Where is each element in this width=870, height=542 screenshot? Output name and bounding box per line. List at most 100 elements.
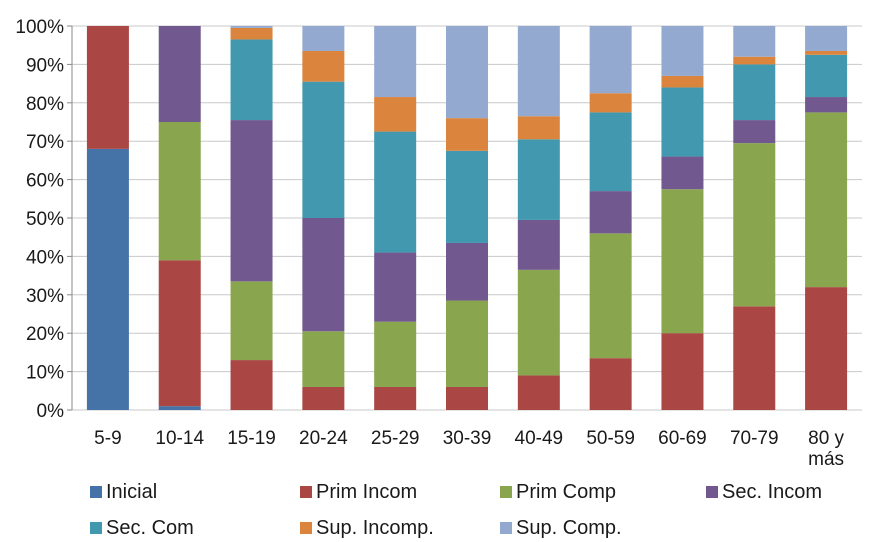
bar-segment bbox=[805, 26, 848, 51]
bar-segment bbox=[517, 219, 560, 270]
bar-segment bbox=[805, 97, 848, 113]
bar-segment bbox=[661, 156, 704, 190]
bar-segment bbox=[302, 331, 345, 387]
y-tick-label: 60% bbox=[26, 171, 64, 192]
bar-segment bbox=[805, 54, 848, 98]
bar-segment bbox=[589, 233, 632, 359]
bar-segment bbox=[86, 26, 129, 149]
bar-segment bbox=[374, 26, 417, 98]
bar-segment bbox=[158, 122, 201, 261]
bar-segment bbox=[158, 260, 201, 407]
bar-segment bbox=[446, 300, 488, 387]
bar-segment bbox=[805, 287, 848, 410]
legend-swatch bbox=[90, 486, 102, 498]
bar-segment bbox=[230, 120, 273, 282]
bar-segment bbox=[446, 118, 488, 151]
bar-segment bbox=[302, 81, 345, 219]
legend-swatch bbox=[500, 486, 512, 498]
bar-segment bbox=[446, 386, 488, 410]
y-tick-label: 40% bbox=[26, 247, 64, 268]
y-tick-label: 80% bbox=[26, 94, 64, 115]
y-tick-label: 90% bbox=[26, 55, 64, 76]
x-tick-label: 5-9 bbox=[94, 428, 121, 449]
bar-segment bbox=[661, 333, 704, 410]
bar-segment bbox=[374, 321, 417, 387]
bar-segment bbox=[661, 87, 704, 157]
bar-segment bbox=[302, 26, 345, 51]
legend-swatch bbox=[300, 522, 312, 534]
bar-segment bbox=[158, 26, 201, 122]
bar-segment bbox=[733, 306, 776, 410]
bar-segment bbox=[733, 26, 776, 57]
bar-segment bbox=[446, 150, 488, 243]
bar-segment bbox=[230, 281, 273, 361]
y-tick-label: 50% bbox=[26, 209, 64, 230]
bar-segment bbox=[589, 358, 632, 410]
bar-segment bbox=[805, 50, 848, 55]
bar-segment bbox=[230, 39, 273, 121]
bar-segment bbox=[230, 360, 273, 410]
bar-segment bbox=[733, 56, 776, 65]
bar-segment bbox=[517, 116, 560, 140]
legend-swatch bbox=[500, 522, 512, 534]
bar-segment bbox=[446, 26, 488, 119]
bar-segment bbox=[733, 120, 776, 144]
bar-segment bbox=[302, 386, 345, 410]
legend: Inicial Prim Incom Prim Comp Sec. Incom Sec.… bbox=[90, 481, 822, 539]
bar-segment bbox=[302, 50, 345, 82]
x-tick-label: más bbox=[808, 449, 844, 470]
x-tick-label: 80 y bbox=[808, 428, 844, 449]
y-tick-label: 70% bbox=[26, 132, 64, 153]
x-tick-label: 30-39 bbox=[443, 428, 492, 449]
x-tick-label: 15-19 bbox=[227, 428, 276, 449]
bar-segment bbox=[517, 139, 560, 220]
bar-segment bbox=[374, 131, 417, 253]
legend-label: Prim Incom bbox=[316, 481, 417, 503]
x-tick-label: 70-79 bbox=[730, 428, 779, 449]
bar-segment bbox=[589, 93, 632, 113]
bar-segment bbox=[517, 269, 560, 376]
bar-segment bbox=[374, 252, 417, 322]
legend-label: Sup. Comp. bbox=[516, 517, 622, 539]
bar-segment bbox=[517, 375, 560, 410]
y-tick-label: 100% bbox=[15, 17, 64, 38]
bar-segment bbox=[302, 218, 345, 332]
x-tick-label: 40-49 bbox=[515, 428, 564, 449]
bar-segment bbox=[230, 27, 273, 40]
legend-swatch bbox=[300, 486, 312, 498]
bar-segment bbox=[374, 97, 417, 132]
bars bbox=[86, 26, 848, 410]
bar-segment bbox=[661, 26, 704, 76]
bar-segment bbox=[517, 26, 560, 117]
bar-segment bbox=[661, 189, 704, 334]
legend-label: Inicial bbox=[106, 481, 157, 503]
legend-label: Sec. Incom bbox=[722, 481, 822, 503]
bar-segment bbox=[589, 26, 632, 94]
bar-segment bbox=[733, 64, 776, 121]
legend-swatch bbox=[90, 522, 102, 534]
y-tick-label: 20% bbox=[26, 324, 64, 345]
bar-segment bbox=[446, 242, 488, 301]
y-tick-label: 30% bbox=[26, 286, 64, 307]
y-tick-label: 10% bbox=[26, 363, 64, 384]
y-axis: 0% 10% 20% 30% 40% 50% 60% 70% 80% 90% 100% bbox=[15, 17, 73, 422]
legend-label: Sup. Incomp. bbox=[316, 517, 434, 539]
x-tick-label: 10-14 bbox=[155, 428, 204, 449]
bar-segment bbox=[374, 386, 417, 410]
bar-segment bbox=[805, 112, 848, 288]
legend-swatch bbox=[706, 486, 718, 498]
bar-segment bbox=[230, 26, 273, 28]
bar-segment bbox=[733, 143, 776, 307]
x-tick-label: 50-59 bbox=[586, 428, 635, 449]
x-tick-label: 25-29 bbox=[371, 428, 420, 449]
y-tick-label: 0% bbox=[37, 401, 65, 422]
bar-segment bbox=[589, 191, 632, 234]
bar-segment bbox=[661, 75, 704, 88]
bar-segment bbox=[589, 112, 632, 192]
bar-segment bbox=[158, 406, 201, 410]
legend-label: Sec. Com bbox=[106, 517, 194, 539]
x-tick-label: 20-24 bbox=[299, 428, 348, 449]
bar-segment bbox=[86, 148, 129, 410]
